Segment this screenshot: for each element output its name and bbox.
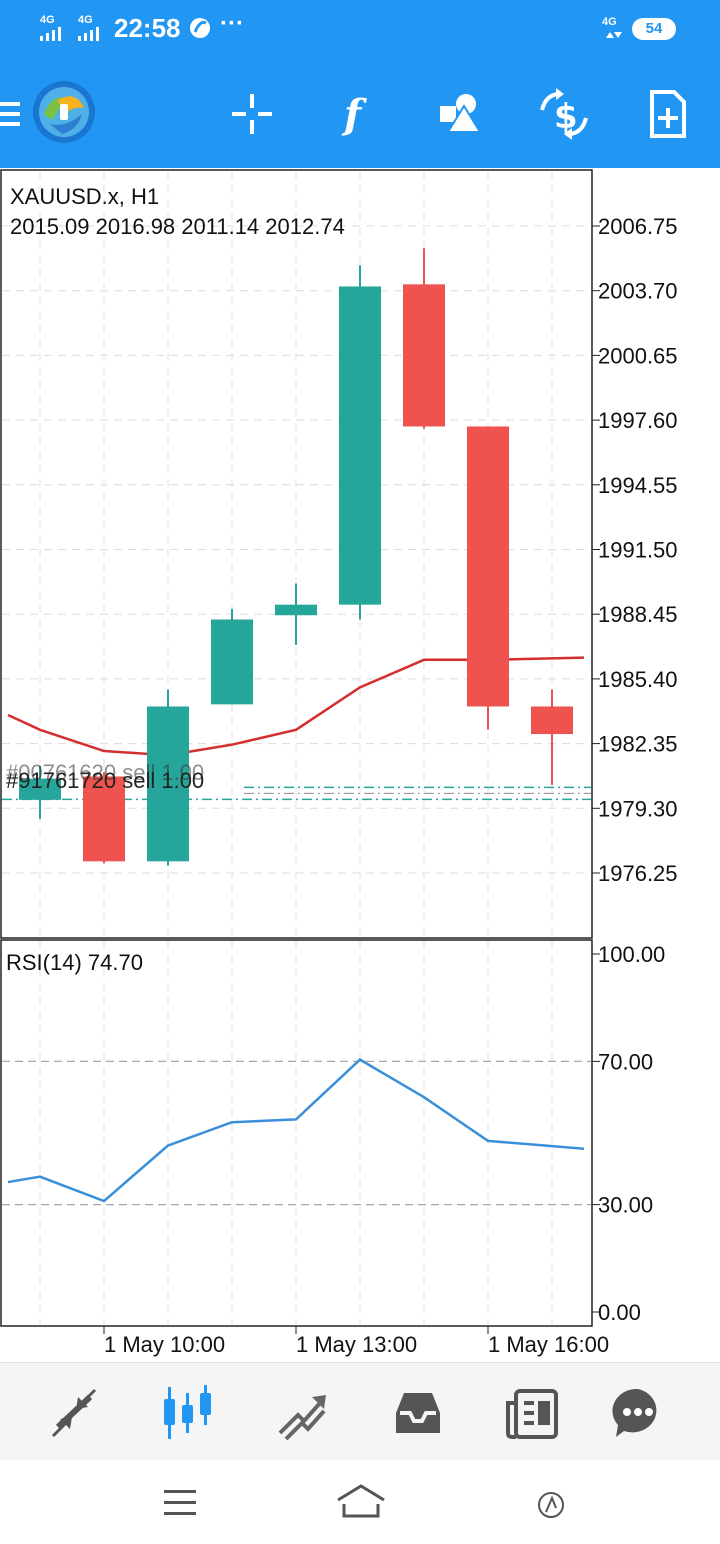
status-bar: 4G 4G 22:58 ··· 4G 54: [0, 0, 720, 60]
candle-bearish[interactable]: [83, 776, 125, 862]
ohlc-readout: 2015.09 2016.98 2011.14 2012.74: [10, 214, 345, 239]
svg-text:$: $: [554, 97, 578, 137]
rsi-axis-label: 0.00: [598, 1300, 641, 1325]
more-notifications: ···: [220, 10, 244, 37]
signal-2-icon: [78, 27, 99, 41]
symbol-timeframe-label: XAUUSD.x, H1: [10, 184, 159, 209]
price-axis-label: 1979.30: [598, 796, 678, 821]
app-notification-icon: [190, 18, 210, 38]
crosshair-icon[interactable]: [222, 84, 282, 144]
indicators-icon[interactable]: f: [326, 84, 386, 144]
price-axis-label: 2006.75: [598, 214, 678, 239]
chart-tab-icon[interactable]: [158, 1383, 218, 1443]
price-axis-label: 1976.25: [598, 861, 678, 886]
svg-text:f: f: [341, 91, 367, 138]
trade-icon[interactable]: [272, 1383, 332, 1443]
toolbar: f $: [0, 60, 720, 168]
system-nav-bar: [0, 1460, 720, 1544]
candle-bullish[interactable]: [19, 778, 61, 800]
watermark-logo: [538, 1492, 564, 1518]
price-axis-label: 1991.50: [598, 538, 678, 563]
chat-icon[interactable]: [608, 1383, 668, 1443]
clock: 22:58: [114, 13, 181, 43]
rsi-axis-label: 30.00: [598, 1193, 653, 1218]
new-order-icon[interactable]: [638, 84, 698, 144]
battery-indicator: 54: [632, 18, 676, 40]
price-axis-label: 2003.70: [598, 279, 678, 304]
candle-bullish[interactable]: [339, 286, 381, 605]
price-axis-label: 1982.35: [598, 732, 678, 757]
menu-icon[interactable]: [0, 84, 24, 144]
order-line-label[interactable]: #91761720 sell 1.00: [6, 768, 204, 793]
price-axis-label: 1994.55: [598, 473, 678, 498]
quotes-icon[interactable]: [44, 1383, 104, 1443]
rsi-axis-label: 70.00: [598, 1049, 653, 1074]
rsi-label: RSI(14) 74.70: [6, 950, 143, 975]
data-arrows-icon: [606, 32, 622, 38]
moving-average-line: [7, 656, 585, 757]
candle-bearish[interactable]: [531, 706, 573, 735]
candle-bearish[interactable]: [467, 426, 509, 707]
rsi-line: [7, 1058, 585, 1203]
signal-1-icon: [40, 27, 61, 41]
bottom-nav: [0, 1362, 720, 1460]
metatrader-logo[interactable]: [32, 80, 96, 144]
time-axis-label: 1 May 16:00: [488, 1332, 609, 1357]
symbols-icon[interactable]: $: [534, 84, 594, 144]
home-icon[interactable]: [334, 1482, 388, 1522]
signal-1-label: 4G: [40, 14, 55, 26]
signal-2-label: 4G: [78, 14, 93, 26]
time-axis-label: 1 May 13:00: [296, 1332, 417, 1357]
candle-bullish[interactable]: [211, 619, 253, 705]
price-axis-label: 1988.45: [598, 602, 678, 627]
candle-bullish[interactable]: [275, 604, 317, 616]
price-axis-label: 1985.40: [598, 667, 678, 692]
price-axis-label: 2000.65: [598, 343, 678, 368]
time-axis-label: 1 May 10:00: [104, 1332, 225, 1357]
chart-canvas[interactable]: 2006.75 2003.70 2000.65 1997.60 1994.55 1991.…: [0, 168, 720, 1362]
history-inbox-icon[interactable]: [388, 1383, 448, 1443]
recent-apps-icon[interactable]: [160, 1486, 200, 1520]
news-icon[interactable]: [502, 1383, 562, 1443]
objects-icon[interactable]: [430, 84, 490, 144]
candle-bullish[interactable]: [147, 706, 189, 862]
network-type: 4G: [602, 16, 617, 28]
order-line-label-ghost: #00761620 sell 1.00: [6, 760, 204, 785]
price-axis-label: 1997.60: [598, 408, 678, 433]
rsi-axis-label: 100.00: [598, 942, 665, 967]
candle-bearish[interactable]: [403, 284, 445, 427]
